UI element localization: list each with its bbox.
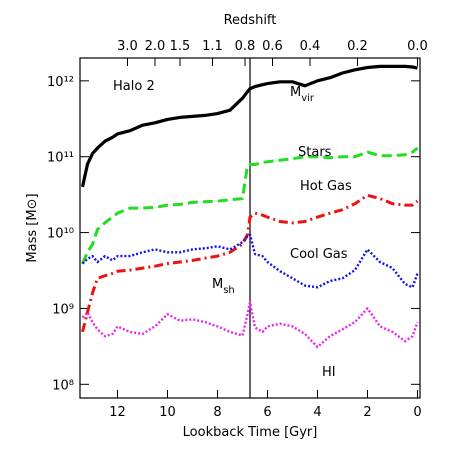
- series-label-name: HI: [322, 365, 336, 380]
- annotation: Halo 2: [113, 79, 155, 94]
- y-tick-label: 10¹²: [47, 75, 74, 90]
- x-axis-label: Lookback Time [Gyr]: [183, 425, 318, 440]
- x2-axis-label: Redshift: [224, 13, 277, 28]
- y-tick-label: 10⁸: [52, 378, 74, 393]
- series-line: [81, 193, 419, 333]
- x2-tick-label: 0.2: [347, 39, 368, 54]
- x2-tick-label: 0.8: [235, 39, 256, 54]
- x2-tick-label: 1.1: [202, 39, 223, 54]
- series-line: [81, 301, 419, 349]
- x2-tick-label: 0.4: [300, 39, 321, 54]
- series-label-name: Stars: [298, 145, 332, 160]
- series-label: Hot Gas: [300, 179, 352, 194]
- y-tick-label: 10¹¹: [47, 151, 74, 166]
- series-label-name: Cool Gas: [290, 247, 348, 262]
- y-tick-label: 10⁹: [52, 302, 74, 317]
- series-label-sub: vir: [301, 93, 315, 104]
- x2-tick-label: 0.0: [407, 39, 428, 54]
- x-tick-label: 2: [363, 405, 371, 420]
- series-label-name: M: [290, 85, 301, 100]
- x2-tick-label: 2.0: [145, 39, 166, 54]
- vline-label-main: M: [212, 277, 223, 292]
- series-line: [80, 64, 418, 188]
- series-label-name: Hot Gas: [300, 179, 352, 194]
- y-axis-label: Mass [M⊙]: [25, 193, 40, 262]
- x-tick-label: 6: [263, 405, 271, 420]
- series-line: [81, 233, 419, 289]
- x-tick-label: 10: [159, 405, 176, 420]
- x-tick-label: 4: [313, 405, 321, 420]
- y-tick-label: 10¹⁰: [47, 227, 74, 242]
- x2-tick-label: 3.0: [117, 39, 138, 54]
- series-label: HI: [322, 365, 336, 380]
- series-line: [81, 146, 419, 265]
- x-tick-label: 12: [109, 405, 126, 420]
- x2-tick-label: 1.5: [170, 39, 191, 54]
- vline-label-sub: sh: [223, 285, 235, 296]
- vline-label: Msh: [212, 277, 235, 296]
- series-label: Cool Gas: [290, 247, 348, 262]
- series-label: Stars: [298, 145, 332, 160]
- x2-tick-label: 0.6: [262, 39, 283, 54]
- series-label: Mvir: [290, 85, 315, 104]
- x-tick-label: 0: [413, 405, 421, 420]
- x-tick-label: 8: [213, 405, 221, 420]
